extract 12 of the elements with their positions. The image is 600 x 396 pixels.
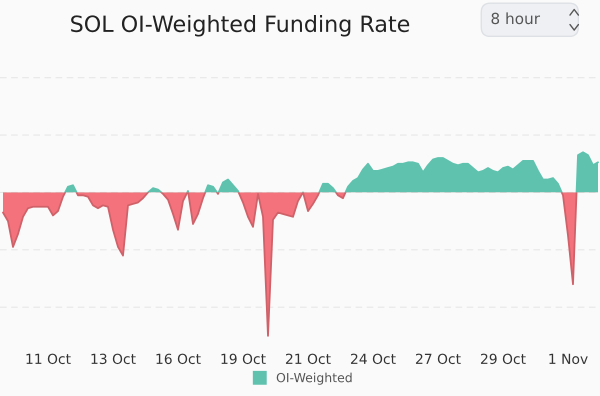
x-tick-label: 1 Nov [549, 354, 588, 364]
x-tick-label: 24 Oct [350, 354, 396, 364]
x-tick-label: 16 Oct [156, 354, 201, 364]
x-tick-label: 21 Oct [286, 354, 331, 364]
x-tick-label: 13 Oct [91, 354, 136, 364]
chart-title: SOL OI-Weighted Funding Rate [71, 14, 410, 36]
x-tick-label: 11 Oct [26, 354, 71, 364]
text: 8 hour [491, 12, 540, 24]
legend-label: OI-Weighted [276, 372, 352, 385]
x-tick-label: 29 Oct [480, 354, 526, 364]
x-tick-label: 27 Oct [416, 354, 461, 364]
x-tick-label: 19 Oct [221, 354, 266, 364]
